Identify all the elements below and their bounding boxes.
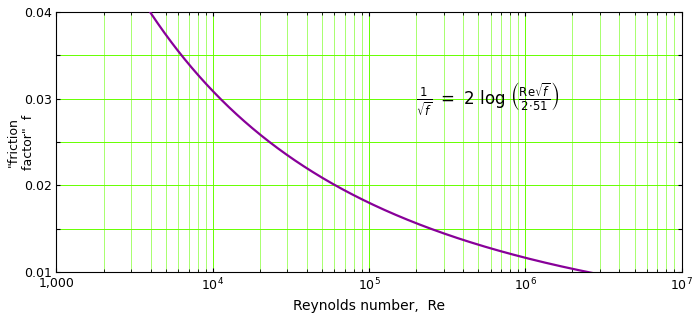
X-axis label: Reynolds number,  Re: Reynolds number, Re — [293, 299, 445, 313]
Text: $\frac{1}{\sqrt{f}}\ =\ 2\ \mathrm{log}\ \left(\frac{\mathrm{Re}\sqrt{f}}{2{\cdo: $\frac{1}{\sqrt{f}}\ =\ 2\ \mathrm{log}\… — [416, 80, 559, 117]
Y-axis label: "friction
factor"  f: "friction factor" f — [7, 114, 35, 170]
